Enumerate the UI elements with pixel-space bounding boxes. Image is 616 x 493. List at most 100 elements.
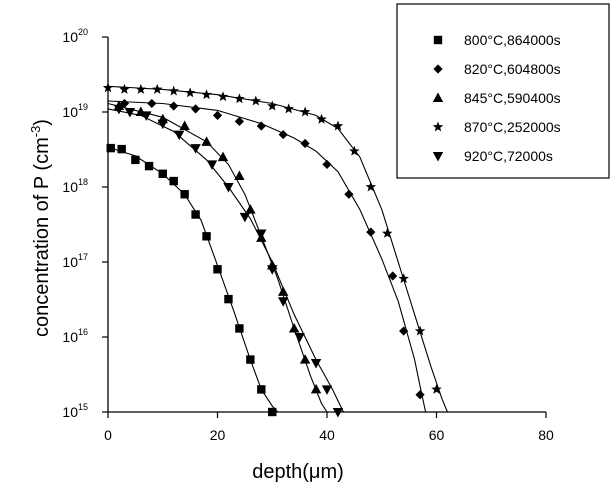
data-point-series-4 bbox=[184, 87, 196, 98]
data-point-series-4 bbox=[349, 145, 360, 156]
data-point-series-5 bbox=[256, 229, 267, 239]
y-tick-label: 1015 bbox=[62, 402, 88, 420]
data-point-series-4 bbox=[283, 103, 294, 114]
x-tick-label: 40 bbox=[319, 427, 335, 443]
data-point-series-5 bbox=[141, 111, 152, 121]
data-point-series-4 bbox=[234, 93, 245, 104]
data-point-series-2 bbox=[415, 390, 425, 400]
data-point-series-4 bbox=[135, 83, 147, 94]
data-point-series-4 bbox=[316, 113, 327, 124]
data-point-series-4 bbox=[201, 89, 212, 100]
legend-entry-label: 800°C,864000s bbox=[464, 32, 561, 48]
data-point-series-3 bbox=[234, 170, 245, 181]
data-point-series-4 bbox=[152, 83, 163, 94]
legend: 800°C,864000s 820°C,604800s 845°C,590400s 8… bbox=[396, 3, 610, 179]
data-point-series-3 bbox=[278, 286, 289, 296]
data-point-series-5 bbox=[332, 408, 344, 418]
data-point-series-2 bbox=[212, 110, 223, 121]
data-point-series-4 bbox=[332, 120, 344, 131]
data-point-series-4 bbox=[414, 325, 426, 336]
data-point-series-3 bbox=[201, 136, 212, 146]
data-point-series-1 bbox=[117, 144, 126, 154]
data-point-series-5 bbox=[310, 359, 322, 369]
data-point-series-1 bbox=[235, 324, 244, 333]
data-point-series-4 bbox=[398, 273, 409, 284]
data-point-series-2 bbox=[399, 326, 409, 336]
data-point-series-1 bbox=[224, 294, 233, 304]
y-axis-title: concentration of P (cm-3) bbox=[28, 119, 53, 337]
legend-entry-label: 920°C,72000s bbox=[464, 148, 553, 164]
data-point-series-1 bbox=[246, 355, 255, 364]
x-axis-title: depth(μm) bbox=[252, 461, 344, 483]
data-point-series-4 bbox=[217, 91, 229, 102]
fit-curve-series-4 bbox=[107, 85, 448, 413]
x-tick-label: 80 bbox=[538, 427, 554, 443]
legend-marker bbox=[432, 152, 444, 162]
data-point-series-5 bbox=[239, 212, 251, 223]
data-point-series-2 bbox=[344, 189, 354, 199]
data-point-series-1 bbox=[180, 190, 189, 199]
data-point-series-2 bbox=[256, 121, 266, 131]
y-axis-title-main: concentration of P (cm bbox=[31, 137, 53, 337]
data-point-series-4 bbox=[168, 85, 179, 96]
data-point-series-5 bbox=[124, 108, 136, 118]
data-point-series-1 bbox=[158, 169, 167, 178]
data-point-series-4 bbox=[119, 83, 130, 94]
data-point-series-5 bbox=[113, 104, 125, 115]
data-point-series-2 bbox=[234, 116, 244, 126]
data-point-series-4 bbox=[267, 100, 278, 111]
data-point-series-2 bbox=[366, 227, 376, 237]
data-point-series-2 bbox=[322, 159, 332, 170]
data-point-series-3 bbox=[299, 354, 311, 364]
data-point-series-5 bbox=[223, 183, 234, 193]
data-point-series-3 bbox=[288, 322, 300, 333]
legend-marker bbox=[433, 64, 443, 74]
data-point-series-2 bbox=[388, 271, 398, 281]
data-point-series-1 bbox=[169, 176, 178, 186]
data-markers bbox=[102, 82, 442, 418]
data-point-series-4 bbox=[250, 95, 262, 106]
axes: 0 20 40 60 80 1015 1016 1017 1018 1019 1020 bbox=[62, 27, 554, 443]
data-point-series-5 bbox=[157, 119, 168, 130]
y-tick-label: 1018 bbox=[62, 177, 88, 195]
data-point-series-2 bbox=[169, 101, 179, 111]
legend-marker bbox=[432, 121, 444, 132]
data-point-series-5 bbox=[206, 160, 218, 170]
data-point-series-3 bbox=[245, 204, 256, 214]
data-point-series-2 bbox=[300, 138, 310, 149]
data-point-series-3 bbox=[179, 120, 190, 131]
data-point-series-5 bbox=[173, 130, 185, 141]
data-point-series-5 bbox=[278, 297, 289, 307]
data-point-series-5 bbox=[294, 333, 305, 343]
data-point-series-4 bbox=[381, 227, 393, 238]
y-tick-label: 1019 bbox=[62, 102, 88, 120]
data-point-series-1 bbox=[191, 210, 200, 219]
legend-entry-label: 870°C,252000s bbox=[464, 119, 561, 135]
data-point-series-5 bbox=[190, 144, 201, 154]
data-point-series-1 bbox=[213, 265, 222, 274]
fit-curve-series-5 bbox=[107, 108, 344, 413]
data-point-series-2 bbox=[278, 129, 288, 140]
y-axis-title-close: ) bbox=[31, 119, 53, 126]
data-point-series-3 bbox=[310, 383, 322, 394]
y-tick-label: 1017 bbox=[62, 252, 88, 270]
data-point-series-1 bbox=[106, 143, 115, 153]
data-point-series-2 bbox=[147, 98, 157, 109]
data-point-series-5 bbox=[321, 385, 333, 395]
x-tick-label: 0 bbox=[104, 427, 112, 443]
y-tick-label: 1016 bbox=[62, 327, 88, 345]
data-point-series-4 bbox=[299, 106, 311, 117]
x-tick-label: 20 bbox=[210, 427, 226, 443]
y-tick-label: 1020 bbox=[62, 27, 88, 45]
y-axis-title-sup: -3 bbox=[28, 126, 43, 138]
data-point-series-4 bbox=[365, 181, 377, 192]
legend-entry-label: 845°C,590400s bbox=[464, 90, 561, 106]
x-tick-label: 60 bbox=[429, 427, 445, 443]
legend-entry-label: 820°C,604800s bbox=[464, 61, 561, 77]
fit-curve-series-1 bbox=[107, 146, 279, 413]
data-point-series-3 bbox=[217, 151, 229, 162]
legend-box bbox=[396, 3, 610, 179]
fit-curve-series-2 bbox=[107, 100, 427, 413]
data-point-series-4 bbox=[431, 383, 442, 394]
